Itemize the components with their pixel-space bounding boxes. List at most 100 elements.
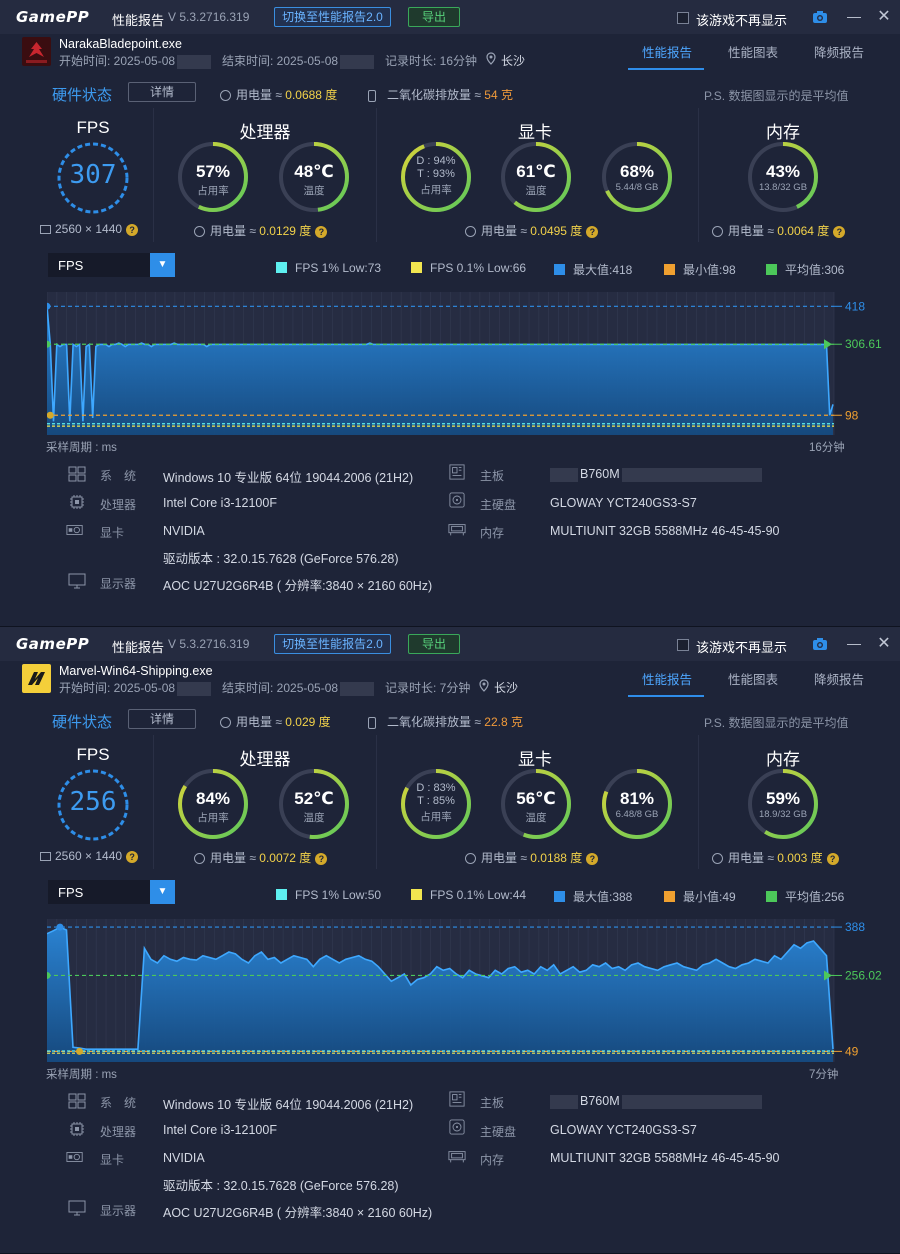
tab-throttle-report[interactable]: 降频报告: [814, 673, 865, 687]
close-icon[interactable]: ✕: [877, 8, 891, 25]
tab-performance-report[interactable]: 性能报告: [642, 46, 693, 60]
record-duration: 记录时长: 7分钟: [385, 681, 471, 695]
minimize-icon[interactable]: —: [847, 8, 861, 24]
windows-icon: [68, 466, 86, 482]
driver-version: 驱动版本 : 32.0.15.7628 (GeForce 576.28): [163, 1179, 399, 1193]
ram-label: 内存: [480, 1153, 505, 1167]
x-axis-label: 采样周期 : ms: [46, 442, 117, 454]
gauge-arc: [401, 142, 471, 212]
details-button[interactable]: 详情: [128, 82, 196, 102]
legend-fps-01pct-low: FPS 0.1% Low:44: [411, 888, 526, 902]
memory-usage-value: 59%: [765, 789, 801, 808]
export-button[interactable]: 导出: [408, 634, 460, 654]
legend-max: 最大值:418: [554, 261, 632, 278]
motherboard-icon: [449, 464, 465, 480]
gauge-arc: [279, 769, 349, 839]
help-icon: ?: [586, 852, 599, 865]
memory-power: 用电量 ≈ 0.003 度?: [712, 849, 839, 866]
details-button[interactable]: 详情: [128, 709, 196, 729]
motherboard-value: B760M: [550, 1094, 762, 1109]
max-marker: [56, 923, 64, 931]
monitor-small-icon: [40, 225, 51, 235]
cpu-icon: [70, 495, 84, 509]
monitor-value: AOC U27U2G6R4B ( 分辨率:3840 × 2160 60Hz): [163, 579, 433, 593]
switch-report-button[interactable]: 切换至性能报告2.0: [274, 634, 391, 654]
help-icon: ?: [126, 850, 139, 863]
avg-value-label: 306.61: [845, 337, 882, 351]
max-marker: [47, 302, 51, 310]
metric-select[interactable]: FPS ▼: [48, 253, 175, 277]
gpu-value: NVIDIA: [163, 1151, 205, 1165]
metric-select[interactable]: FPS ▼: [48, 880, 175, 904]
export-button[interactable]: 导出: [408, 7, 460, 27]
camera-icon[interactable]: [812, 637, 828, 651]
hide-game-label: 该游戏不再显示: [696, 13, 788, 28]
monitor-icon: [68, 573, 86, 589]
metric-select-value: FPS: [58, 258, 84, 273]
co2-icon: [368, 716, 376, 729]
cpu-label: 处理器: [100, 1125, 137, 1139]
max-value-label: 388: [845, 920, 865, 934]
total-power: 用电量 ≈ 0.029 度: [220, 713, 331, 730]
city-label: 长沙: [494, 681, 519, 695]
hide-game-label: 该游戏不再显示: [696, 640, 788, 655]
close-icon[interactable]: ✕: [877, 635, 891, 652]
motherboard-label: 主板: [480, 1096, 505, 1110]
power-icon: [194, 226, 205, 238]
game-exe-name: NarakaBladepoint.exe: [59, 37, 182, 51]
help-icon: ?: [315, 852, 328, 865]
min-marker: [75, 1047, 83, 1055]
monitor-icon: [68, 1200, 86, 1216]
disk-label: 主硬盘: [480, 1125, 517, 1139]
fps-line-chart: 388 256.02 49: [47, 919, 882, 1062]
ram-icon: [448, 1151, 466, 1163]
avg-marker: [47, 971, 51, 979]
gauge-arc: [748, 142, 818, 212]
x-axis-end-label: 7分钟: [809, 1069, 839, 1081]
co2-icon: [368, 89, 376, 102]
power-icon: [465, 226, 476, 238]
fps-section-title: FPS: [76, 745, 110, 764]
fps-line-chart: 418 306.61 98: [47, 292, 882, 435]
hide-game-checkbox[interactable]: [677, 639, 689, 651]
tab-performance-chart[interactable]: 性能图表: [728, 46, 779, 60]
gpu-d-usage: D : 83%: [416, 782, 456, 794]
gpu-temp-gauge: 61℃ 温度: [499, 140, 573, 214]
memory-usage-value: 43%: [765, 162, 801, 181]
gpu-label: 显卡: [100, 526, 125, 540]
end-time: 结束时间: 2025-05-08: [222, 679, 375, 696]
gpu-usage-gauge: D : 83% T : 85% 占用率: [399, 767, 473, 841]
memory-usage-gauge: 43% 13.8/32 GB: [746, 140, 820, 214]
camera-icon[interactable]: [812, 10, 828, 24]
gauge-arc: [748, 769, 818, 839]
gpu-icon: [66, 525, 83, 535]
avg-fps-value: 307: [69, 160, 117, 190]
gpu-section-title: 显卡: [518, 750, 552, 769]
min-value-label: 98: [845, 408, 859, 422]
tab-performance-chart[interactable]: 性能图表: [728, 673, 779, 687]
cpu-section-title: 处理器: [239, 750, 291, 769]
gpu-temp-value: 61℃: [516, 162, 556, 181]
report-window: GamePP 性能报告 V 5.3.2716.319 切换至性能报告2.0 导出…: [0, 627, 900, 1254]
cpu-temp-value: 52℃: [294, 789, 334, 808]
gpu-label: 显卡: [100, 1153, 125, 1167]
help-icon: ?: [126, 223, 139, 236]
power-icon: [220, 717, 231, 729]
minimize-icon[interactable]: —: [847, 635, 861, 651]
disk-value: GLOWAY YCT240GS3-S7: [550, 1123, 697, 1137]
gauge-arc: [178, 769, 248, 839]
ps-note: P.S. 数据图显示的是平均值: [704, 716, 849, 730]
switch-report-button[interactable]: 切换至性能报告2.0: [274, 7, 391, 27]
gpu-power: 用电量 ≈ 0.0188 度?: [465, 849, 599, 866]
power-icon: [194, 853, 205, 865]
gauge-arc: [178, 142, 248, 212]
chevron-down-icon: ▼: [150, 880, 175, 904]
help-icon: ?: [826, 852, 839, 865]
hide-game-checkbox[interactable]: [677, 12, 689, 24]
gauge-arc: [279, 142, 349, 212]
tab-throttle-report[interactable]: 降频报告: [814, 46, 865, 60]
power-icon: [465, 853, 476, 865]
tab-performance-report[interactable]: 性能报告: [642, 673, 693, 687]
os-label: 系 统: [100, 1096, 137, 1110]
x-axis-end-label: 16分钟: [809, 442, 845, 454]
